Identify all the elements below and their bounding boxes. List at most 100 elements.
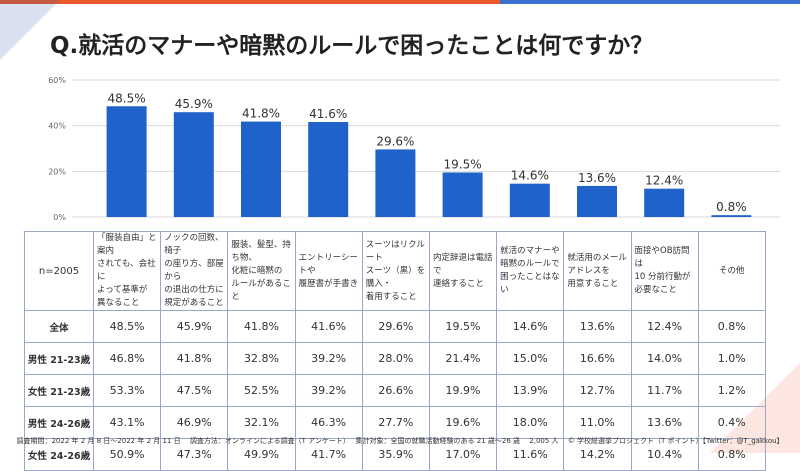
table-cell: 13.6% [563, 310, 632, 343]
table-cell: 53.3% [92, 374, 162, 407]
table-cell: 14.0% [630, 342, 699, 375]
table-cell: 41.6% [294, 310, 363, 343]
column-header: 就活用のメール アドレスを用意すること [563, 231, 632, 311]
table-cell: 32.8% [227, 342, 296, 375]
sample-size-label: n=2005 [24, 231, 94, 311]
table-cell: 39.2% [294, 342, 363, 375]
column-header-line: 着用すること [365, 291, 417, 302]
table-cell: 27.7% [361, 406, 430, 439]
column-header-line: 必要なこと [634, 285, 678, 295]
column-header: 服装、髪型、持ち物、化粧に暗黙のルールがあること [227, 231, 296, 311]
table-cell: 32.1% [227, 406, 296, 439]
bar [644, 188, 685, 217]
column-header-line: 困ったことはない [500, 272, 560, 295]
column-header-line: 異なること [97, 298, 140, 308]
table-cell: 26.6% [361, 374, 430, 407]
row-label: 女性 21-23歳 [24, 374, 94, 407]
table-row: 女性 21-23歳 53.3% 47.5% 52.5% 39.2% 26.6% 19.9% 1… [24, 374, 766, 407]
table-cell: 46.3% [294, 406, 363, 439]
table-cell: 19.6% [428, 406, 498, 439]
column-header-line: 面接やOB訪問は [634, 246, 690, 269]
data-label: 29.6% [376, 134, 414, 148]
column-header-line: よって基準が [97, 285, 148, 295]
y-tick-label: 40% [48, 122, 66, 131]
row-label: 男性 24-26歳 [24, 406, 94, 439]
table-cell: 21.4% [428, 342, 498, 375]
column-header-line: 用意すること [567, 278, 619, 289]
column-header-line: 就活のマナーや [500, 246, 560, 256]
table-cell: 11.0% [563, 406, 632, 439]
y-tick-label: 20% [48, 167, 66, 176]
table-cell: 39.2% [294, 374, 363, 407]
column-header: ノックの回数、椅子 の座り方、部屋から の退出の仕方に 規定があること [160, 231, 229, 311]
table-cell: 19.9% [428, 374, 498, 407]
table-cell: 18.0% [496, 406, 565, 439]
table-cell: 28.0% [361, 342, 430, 375]
column-header-line: 「服装自由」と案内 [97, 233, 157, 256]
bar [577, 185, 617, 217]
column-header: スーツはリクルート スーツ（黒）を購入・ 着用すること [361, 231, 430, 311]
column-header-line: 規定があること [164, 298, 224, 308]
table-cell: 12.4% [630, 310, 699, 343]
column-header-line: 連絡すること [432, 278, 484, 289]
data-label: 41.8% [242, 107, 280, 121]
table-cell: 13.9% [496, 374, 565, 407]
table-cell: 16.6% [563, 342, 632, 375]
data-label: 0.8% [716, 200, 747, 214]
column-header-line: ノックの回数、椅子 [164, 233, 224, 256]
bar [241, 121, 281, 217]
table-cell: 1.0% [697, 342, 766, 375]
data-label: 19.5% [444, 157, 482, 171]
table-cell: 11.7% [630, 374, 699, 407]
data-label: 48.5% [108, 91, 146, 105]
column-header: 「服装自由」と案内 されても、会社に よって基準が 異なること [92, 231, 162, 311]
table-row: 男性 24-26歳 43.1% 46.9% 32.1% 46.3% 27.7% 19.6% 1… [24, 406, 766, 439]
table-cell: 52.5% [227, 374, 296, 407]
y-tick-label: 0% [53, 213, 66, 222]
survey-footer-note: 調査期間：2022 年 2 月 8 日～2022 年 2 月 11 日 調査方法… [16, 437, 784, 445]
column-header-line: スーツ（黒）を購入・ [365, 265, 426, 289]
table-row: 男性 21-23歳 46.8% 41.8% 32.8% 39.2% 28.0% 21.4% 1… [24, 342, 766, 375]
column-header-line: 服装、髪型、持ち物、 [231, 239, 291, 263]
column-header-line: 10 分前行動が [634, 272, 691, 282]
column-header-line: 履歴書が手書き [298, 278, 359, 289]
data-label: 13.6% [578, 171, 616, 185]
column-header-line: の座り方、部屋から [164, 259, 224, 282]
column-header-line: エントリーシートや [298, 252, 358, 276]
column-header-line: 暗黙のルールで [500, 259, 560, 269]
table-cell: 12.7% [563, 374, 632, 407]
row-label: 男性 21-23歳 [24, 342, 94, 375]
column-header-line: アドレスを [567, 265, 610, 276]
data-table: n=2005 「服装自由」と案内 されても、会社に よって基準が 異なること ノックの回数… [24, 231, 766, 471]
column-header-line: ルールがあること [231, 278, 291, 302]
table-cell: 48.5% [92, 310, 162, 343]
column-header-line: その他 [719, 265, 745, 276]
table-cell: 46.8% [92, 342, 162, 375]
table-cell: 15.0% [496, 342, 565, 375]
top-accent-bar [0, 0, 800, 4]
table-row: 全体 48.5% 45.9% 41.8% 41.6% 29.6% 19.5% 14.6% 13.… [24, 310, 766, 343]
table-cell: 41.8% [160, 342, 229, 375]
column-header: エントリーシートや履歴書が手書き [294, 231, 363, 311]
bar [509, 183, 550, 217]
bar [106, 106, 147, 217]
data-label: 41.6% [309, 107, 347, 121]
column-header: 就活のマナーや 暗黙のルールで困ったことはない [496, 231, 565, 311]
bar [711, 215, 752, 217]
data-label: 14.6% [511, 169, 549, 183]
column-header-line: 化粧に暗黙の [231, 265, 283, 276]
column-header: 内定辞退は電話で 連絡すること [428, 231, 498, 311]
top-accent-bar-blue [500, 0, 800, 4]
column-header: 面接やOB訪問は 10 分前行動が 必要なこと [630, 231, 699, 311]
page-title: Q.就活のマナーや暗黙のルールで困ったことは何ですか？ [50, 33, 654, 59]
y-tick-label: 60% [48, 76, 66, 85]
column-header: その他 [697, 231, 766, 311]
column-header-line: 就活用のメール [567, 252, 627, 263]
table-cell: 1.2% [697, 374, 766, 407]
bar [308, 122, 349, 217]
table-cell: 13.6% [630, 406, 699, 439]
table-cell: 14.6% [496, 310, 565, 343]
bar [375, 149, 416, 217]
table-cell: 47.5% [160, 374, 229, 407]
table-cell: 0.8% [697, 310, 766, 343]
